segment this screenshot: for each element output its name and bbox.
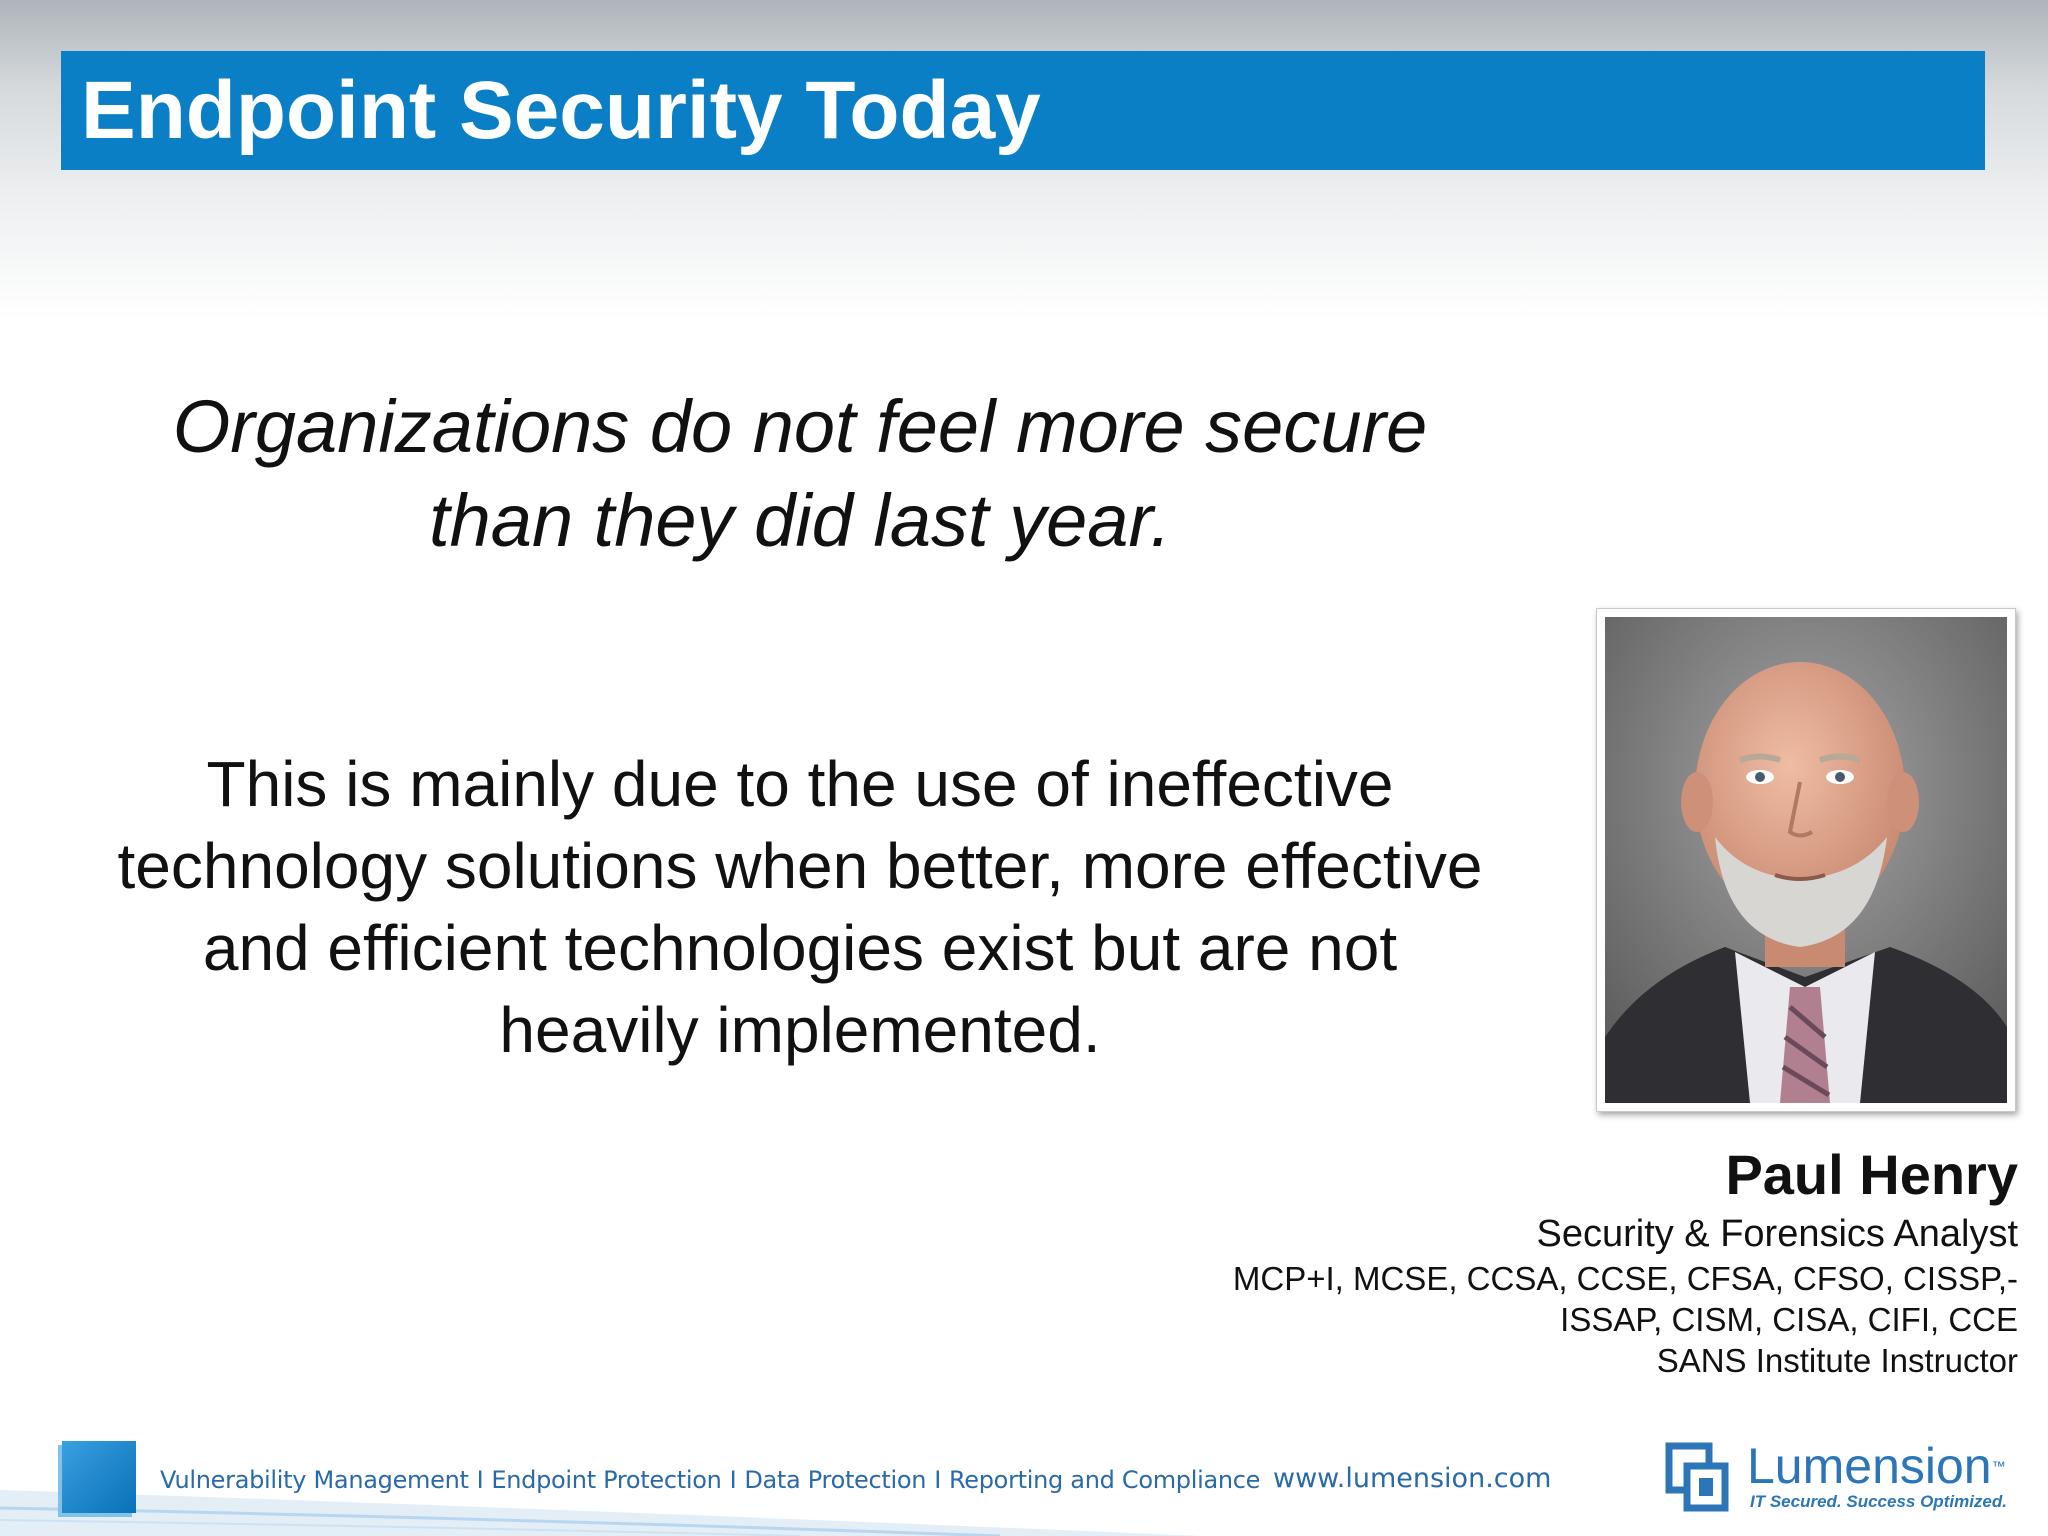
- speaker-role: Security & Forensics Analyst: [1536, 1213, 2018, 1255]
- footer-square-icon: [62, 1441, 136, 1513]
- footer-separator: I: [729, 1466, 737, 1494]
- body-line: and efficient technologies exist but are…: [202, 912, 1398, 984]
- footer-url: www.lumension.com: [1273, 1463, 1552, 1494]
- footer-link-vulnerability: Vulnerability Management: [160, 1466, 469, 1494]
- footer-link-data: Data Protection: [744, 1466, 927, 1494]
- speaker-affiliation: SANS Institute Instructor: [1656, 1342, 2018, 1379]
- body-line: technology solutions when better, more e…: [117, 830, 1483, 902]
- body-text: This is mainly due to the use of ineffec…: [40, 743, 1560, 1071]
- logo-trademark: ™: [1991, 1458, 2006, 1474]
- footer-link-endpoint: Endpoint Protection: [491, 1466, 722, 1494]
- logo-name: Lumension: [1747, 1438, 1992, 1494]
- speaker-portrait-icon: [1605, 617, 2007, 1103]
- logo-wordmark: Lumension™: [1747, 1440, 2006, 1492]
- title-bar: Endpoint Security Today: [61, 51, 1985, 170]
- quote-text: Organizations do not feel more secure th…: [60, 380, 1540, 568]
- speaker-credentials-line2: ISSAP, CISM, CISA, CIFI, CCE: [1560, 1301, 2018, 1338]
- footer-separator: I: [934, 1466, 941, 1494]
- speaker-photo: [1605, 617, 2007, 1103]
- body-line: This is mainly due to the use of ineffec…: [206, 748, 1394, 820]
- footer-link-reporting: Reporting and Compliance: [948, 1466, 1261, 1494]
- footer-product-links: Vulnerability Management I Endpoint Protec…: [160, 1466, 1260, 1494]
- footer-separator: I: [476, 1466, 484, 1494]
- speaker-caption: Paul Henry Security & Forensics Analyst …: [1233, 1140, 2018, 1381]
- speaker-photo-frame: [1596, 608, 2016, 1112]
- body-line: heavily implemented.: [499, 994, 1101, 1066]
- quote-line: than they did last year.: [429, 479, 1171, 562]
- footer: Vulnerability Management I Endpoint Protec…: [0, 1400, 2048, 1536]
- lumension-logo-icon: [1665, 1442, 1729, 1512]
- speaker-credentials-line1: MCP+I, MCSE, CCSA, CCSE, CFSA, CFSO, CIS…: [1232, 1260, 2018, 1297]
- speaker-name: Paul Henry: [1725, 1143, 2018, 1206]
- quote-line: Organizations do not feel more secure: [172, 385, 1428, 468]
- footer-swoosh-decoration: [0, 1490, 1200, 1536]
- logo-tagline: IT Secured. Success Optimized.: [1750, 1492, 2007, 1511]
- slide-title: Endpoint Security Today: [81, 65, 1041, 156]
